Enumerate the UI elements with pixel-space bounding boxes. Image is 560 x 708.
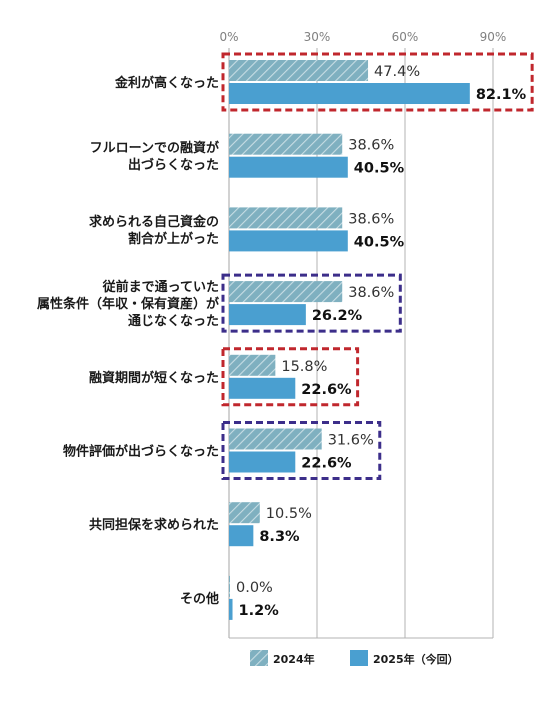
data-label-2025: 82.1% (476, 87, 527, 103)
bar-2025 (229, 230, 348, 252)
data-label-2024: 0.0% (236, 580, 273, 596)
category-label: 共同担保を求められた (89, 517, 219, 533)
bar-2025 (229, 377, 296, 399)
bar-2024 (229, 207, 343, 229)
category-label: 求められる自己資金の割合が上がった (89, 214, 219, 247)
bar-2024 (229, 133, 343, 155)
bar-2024 (229, 428, 322, 450)
category-label: 融資期間が短くなった (89, 370, 219, 386)
highlight-box (221, 273, 402, 333)
legend-label-2025: 2025年（今回） (373, 652, 459, 666)
bar-2024 (229, 502, 260, 524)
x-tick-label: 0% (219, 30, 238, 44)
data-label-2025: 8.3% (259, 529, 300, 545)
data-label-2024: 47.4% (374, 64, 420, 80)
x-tick-labels: 0% 30% 60% 90% (219, 30, 506, 44)
category-label: フルローンでの融資が出づらくなった (90, 140, 219, 173)
data-label-2025: 1.2% (239, 603, 280, 619)
legend-label-2024: 2024年 (273, 652, 315, 666)
highlight-box (221, 347, 360, 407)
bar-2025 (229, 83, 470, 104)
data-labels: 47.4% 82.1% 38.6% 40.5% 38.6% 40.5% 38.6% 26.2%… (236, 64, 527, 619)
category-label: 金利が高くなった (114, 75, 219, 91)
bar-2025 (229, 156, 348, 178)
legend: 2024年 2025年（今回） (250, 650, 459, 666)
data-label-2024: 10.5% (266, 506, 312, 522)
x-tick-label: 60% (392, 30, 419, 44)
bar-2025 (229, 451, 296, 473)
bar-2024 (229, 354, 276, 376)
category-label: 従前まで通っていた属性条件（年収・保有資産）が通じなくなった (37, 279, 219, 329)
highlight-box (221, 421, 382, 480)
bar-2025 (229, 304, 306, 326)
bar-2024 (229, 60, 369, 81)
category-label: その他 (180, 591, 219, 607)
data-label-2024: 31.6% (328, 433, 374, 449)
data-label-2024: 38.6% (348, 285, 394, 301)
data-label-2024: 38.6% (348, 211, 394, 227)
data-label-2025: 22.6% (301, 456, 352, 472)
category-labels: 金利が高くなったフルローンでの融資が出づらくなった求められる自己資金の割合が上が… (37, 75, 219, 607)
legend-swatch-2024 (250, 650, 268, 666)
data-label-2025: 22.6% (301, 382, 352, 398)
category-label: 物件評価が出づらくなった (63, 444, 219, 460)
data-label-2025: 40.5% (354, 234, 405, 250)
bar-2024 (229, 575, 230, 597)
highlight-boxes (221, 52, 534, 480)
x-tick-label: 30% (304, 30, 331, 44)
bar-2025 (229, 598, 233, 620)
data-label-2024: 15.8% (281, 359, 327, 375)
data-label-2024: 38.6% (348, 138, 394, 154)
legend-swatch-2025 (350, 650, 368, 666)
x-tick-label: 90% (480, 30, 507, 44)
data-label-2025: 40.5% (354, 161, 405, 177)
bars (229, 60, 470, 620)
highlight-box (221, 52, 534, 112)
bar-2025 (229, 525, 254, 547)
bar-2024 (229, 281, 343, 303)
data-label-2025: 26.2% (312, 308, 363, 324)
